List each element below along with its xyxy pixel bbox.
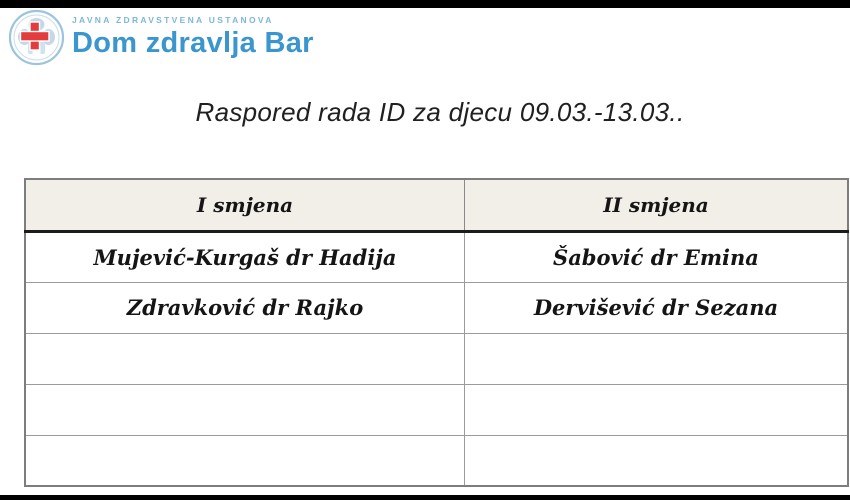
table-row <box>24 434 849 487</box>
table-cell-empty <box>463 332 849 385</box>
table-cell-empty <box>24 332 465 385</box>
top-black-bar <box>0 0 850 8</box>
table-cell-doctor: Šabović dr Emina <box>463 230 849 283</box>
table-row: Mujević-Kurgaš dr Hadija Šabović dr Emin… <box>24 230 849 283</box>
table-cell-empty <box>24 383 465 436</box>
table-cell-empty <box>463 383 849 436</box>
logo-text-block: JAVNA ZDRAVSTVENA USTANOVA Dom zdravlja … <box>72 9 314 60</box>
table-row: Zdravković dr Rajko Dervišević dr Sezana <box>24 281 849 334</box>
org-type-label: JAVNA ZDRAVSTVENA USTANOVA <box>72 15 274 25</box>
table-cell-doctor: Zdravković dr Rajko <box>24 281 465 334</box>
table-cell-doctor: Mujević-Kurgaš dr Hadija <box>24 230 465 283</box>
table-row <box>24 383 849 436</box>
org-name: Dom zdravlja Bar <box>72 27 314 59</box>
shift-schedule-table: I smjena II smjena Mujević-Kurgaš dr Had… <box>24 178 849 487</box>
table-cell-doctor: Dervišević dr Sezana <box>463 281 849 334</box>
table-cell-empty <box>463 434 849 487</box>
table-header-row: I smjena II smjena <box>24 178 849 233</box>
bottom-black-bar <box>0 495 850 500</box>
page-title: Raspored rada ID za djecu 09.03.-13.03.. <box>195 97 685 127</box>
table-cell-empty <box>24 434 465 487</box>
organization-logo: JAVNA ZDRAVSTVENA USTANOVA Dom zdravlja … <box>8 9 314 66</box>
table-row <box>24 332 849 385</box>
column-header-shift-1: I smjena <box>24 178 465 233</box>
medical-cross-emblem-icon <box>8 9 65 66</box>
column-header-shift-2: II smjena <box>463 178 849 233</box>
